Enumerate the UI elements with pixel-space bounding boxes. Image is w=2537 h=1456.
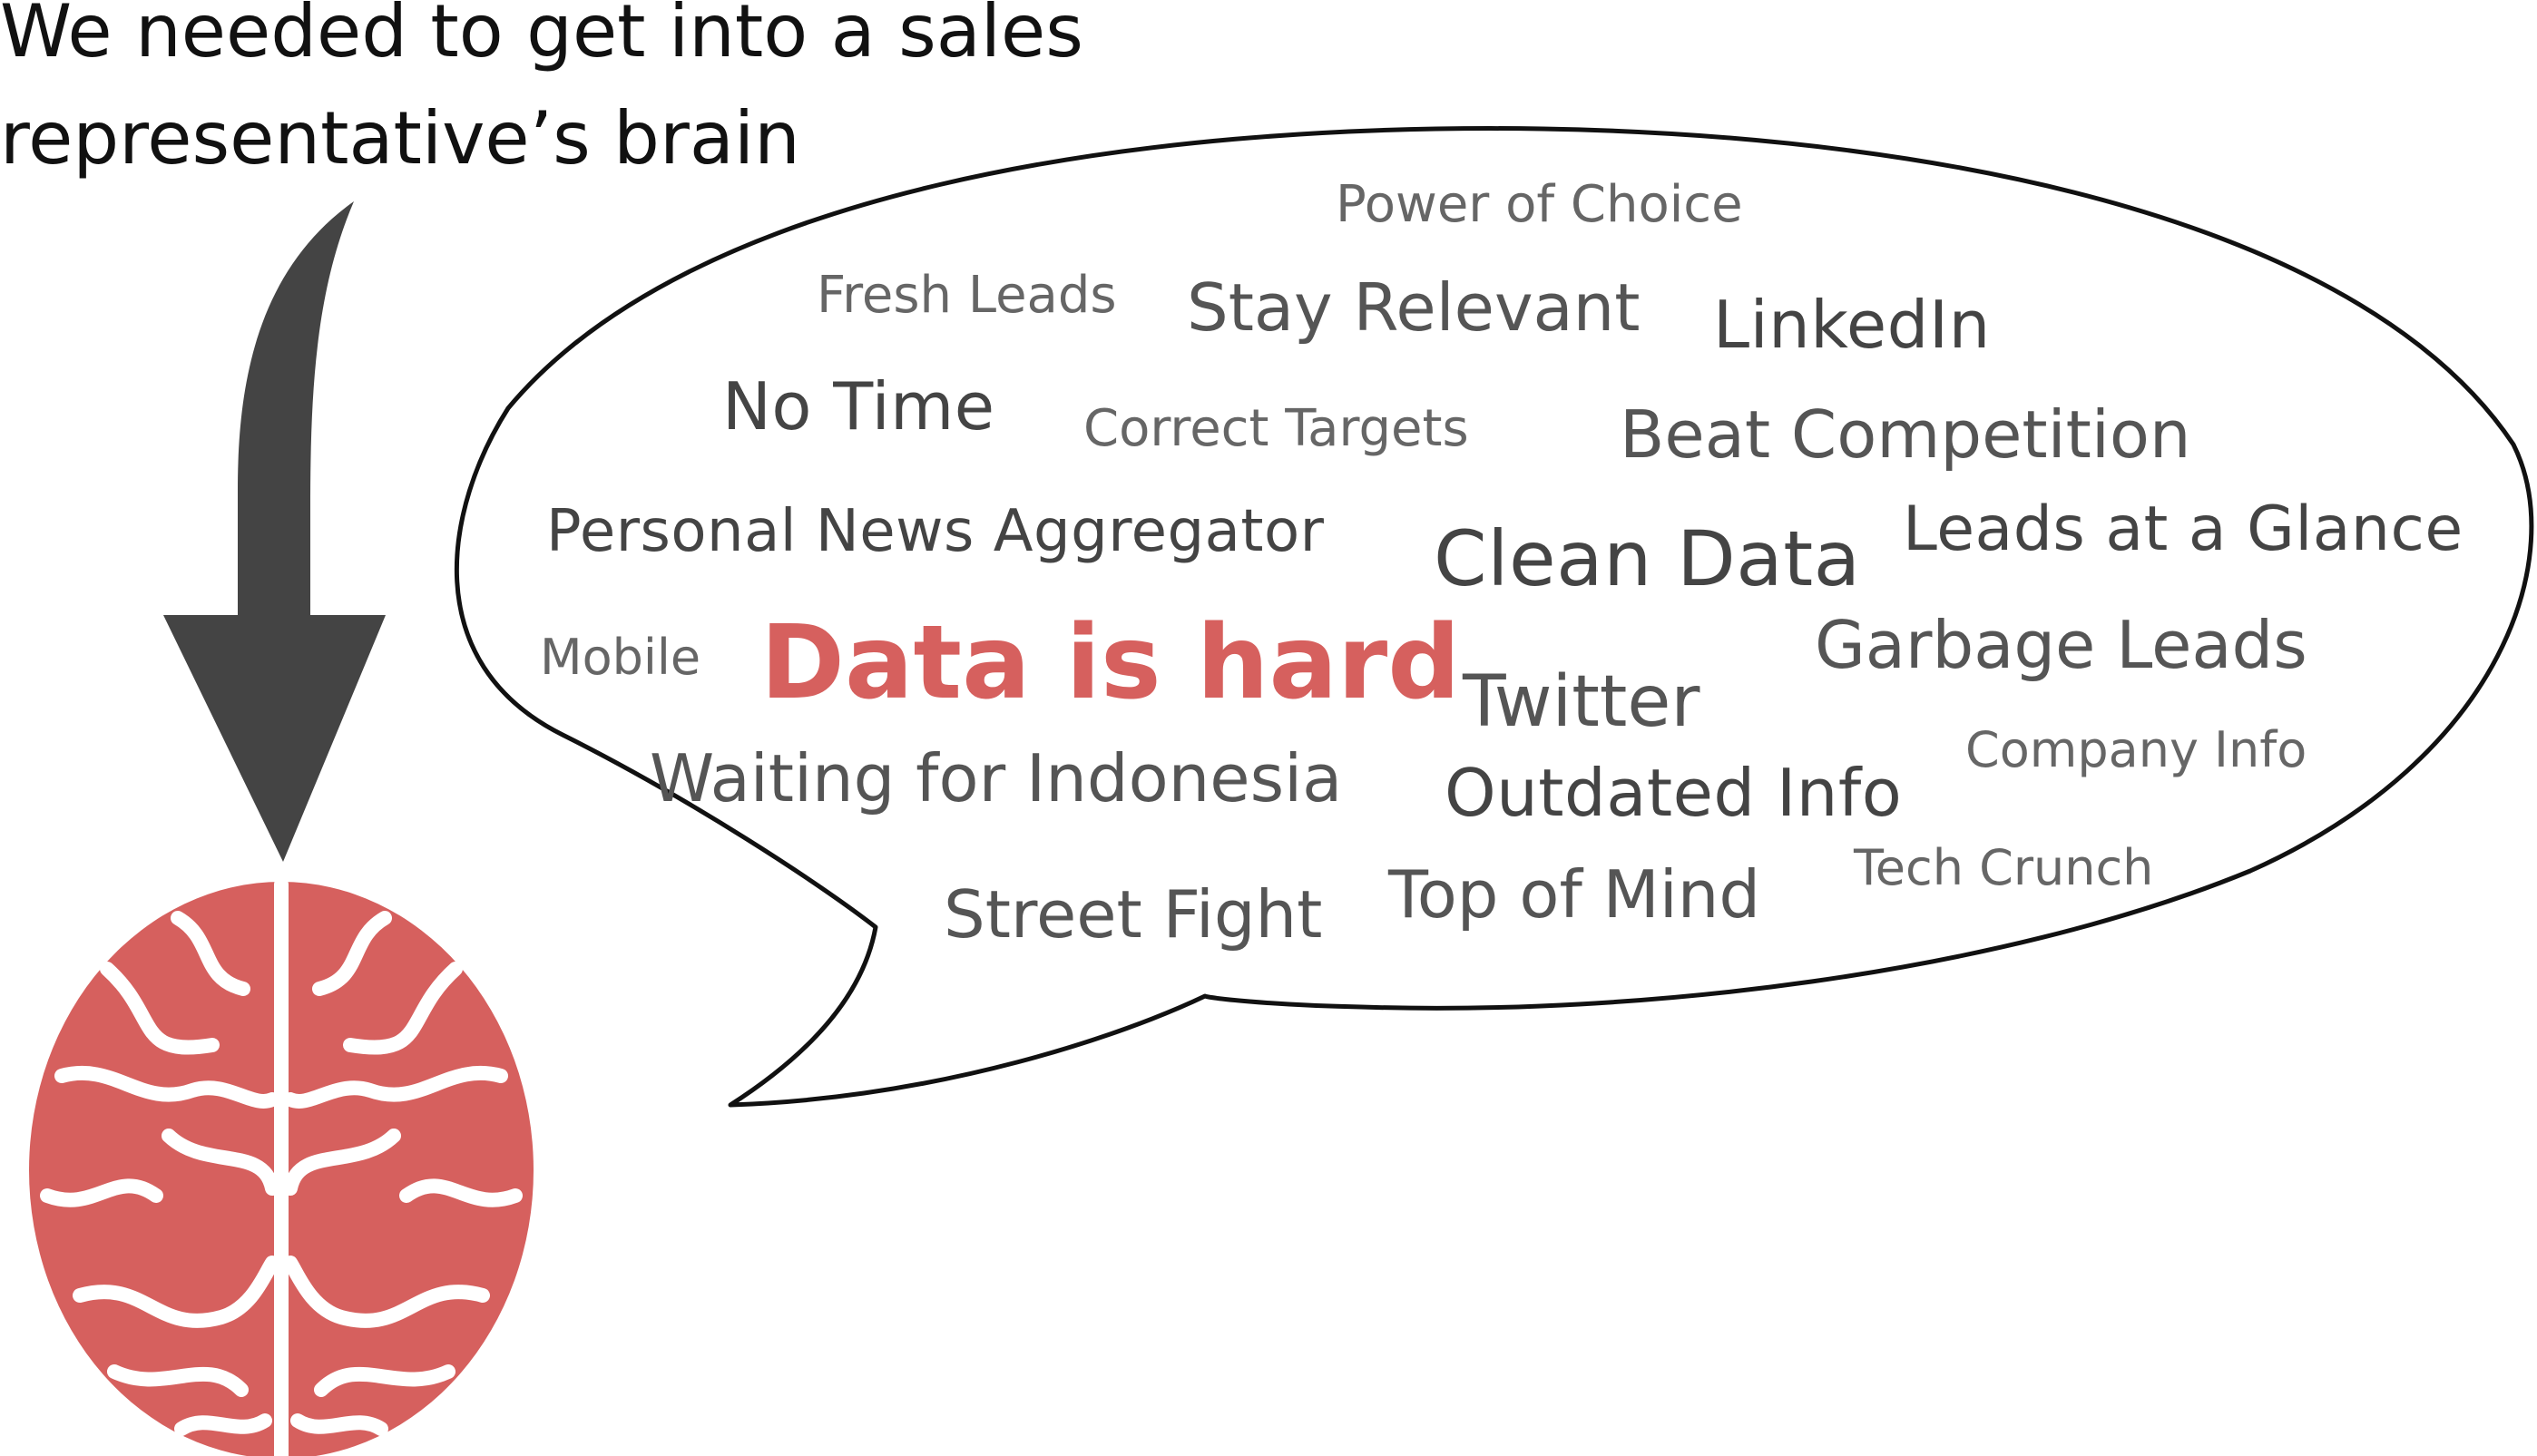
word-linkedin: LinkedIn [1713, 287, 1991, 363]
word-power-of-choice: Power of Choice [1336, 175, 1743, 234]
word-leads-at-a-glance: Leads at a Glance [1903, 493, 2464, 565]
word-fresh-leads: Fresh Leads [817, 266, 1117, 325]
word-mobile: Mobile [540, 629, 701, 686]
word-clean-data: Clean Data [1434, 514, 1861, 603]
word-stay-relevant: Stay Relevant [1187, 269, 1641, 346]
word-tech-crunch: Tech Crunch [1854, 839, 2154, 896]
word-data-is-hard: Data is hard [760, 604, 1461, 722]
word-top-of-mind: Top of Mind [1388, 856, 1761, 933]
word-garbage-leads: Garbage Leads [1815, 607, 2307, 683]
word-beat-competition: Beat Competition [1620, 396, 2191, 473]
word-outdated-info: Outdated Info [1445, 755, 1903, 831]
word-street-fight: Street Fight [944, 876, 1323, 953]
speech-bubble [454, 126, 2534, 1108]
word-no-time: No Time [722, 368, 995, 445]
headline-line-2: representative’s brain [0, 96, 800, 181]
word-company-info: Company Info [1965, 721, 2307, 778]
headline-line-1: We needed to get into a sales [0, 0, 1083, 73]
word-twitter: Twitter [1463, 661, 1700, 743]
word-personal-news-aggregator: Personal News Aggregator [546, 498, 1325, 565]
brain-icon [29, 877, 534, 1456]
down-arrow-icon [163, 201, 386, 862]
word-correct-targets: Correct Targets [1083, 399, 1469, 458]
word-waiting-for-indonesia: Waiting for Indonesia [650, 740, 1343, 816]
